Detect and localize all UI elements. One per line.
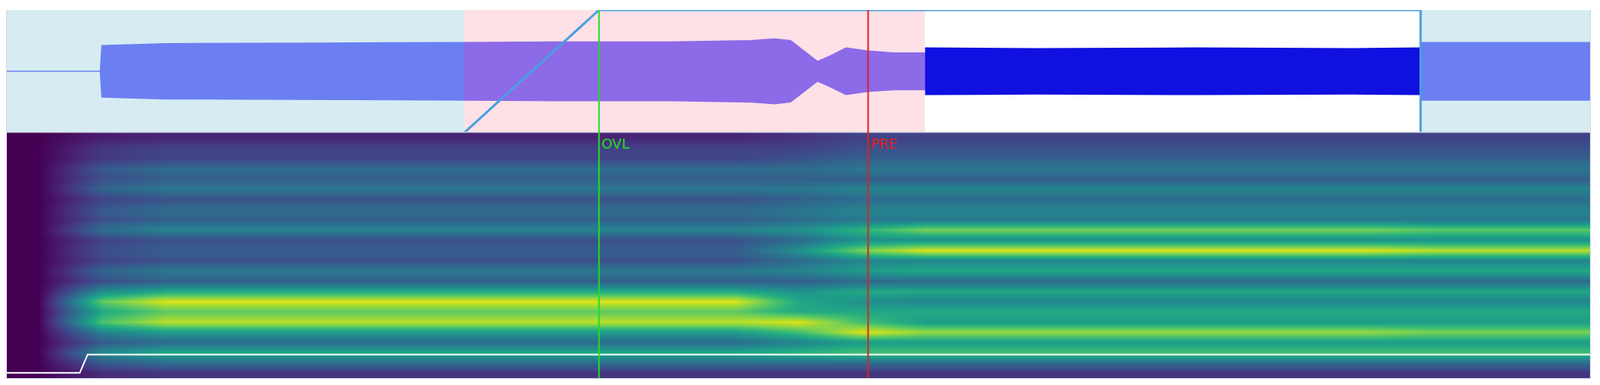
svg-text:OVL: OVL [601,135,630,152]
svg-text:PRE: PRE [870,135,898,152]
